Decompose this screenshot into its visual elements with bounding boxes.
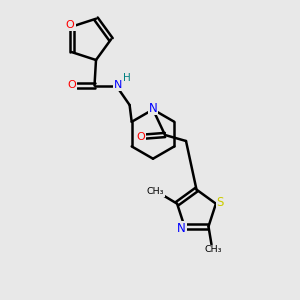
Text: CH₃: CH₃: [147, 187, 164, 196]
Text: H: H: [123, 73, 130, 83]
Text: N: N: [177, 221, 186, 235]
Text: O: O: [136, 131, 146, 142]
Text: O: O: [68, 80, 76, 91]
Text: S: S: [217, 196, 224, 209]
Text: O: O: [66, 20, 75, 30]
Text: N: N: [113, 80, 122, 91]
Text: CH₃: CH₃: [204, 245, 222, 254]
Text: N: N: [148, 101, 158, 115]
